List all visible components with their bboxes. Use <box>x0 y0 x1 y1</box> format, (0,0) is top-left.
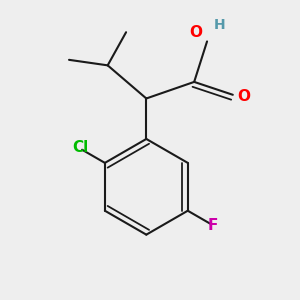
Text: F: F <box>207 218 218 233</box>
Text: H: H <box>214 18 226 32</box>
Text: Cl: Cl <box>72 140 88 155</box>
Text: O: O <box>237 89 250 104</box>
Text: O: O <box>190 25 202 40</box>
